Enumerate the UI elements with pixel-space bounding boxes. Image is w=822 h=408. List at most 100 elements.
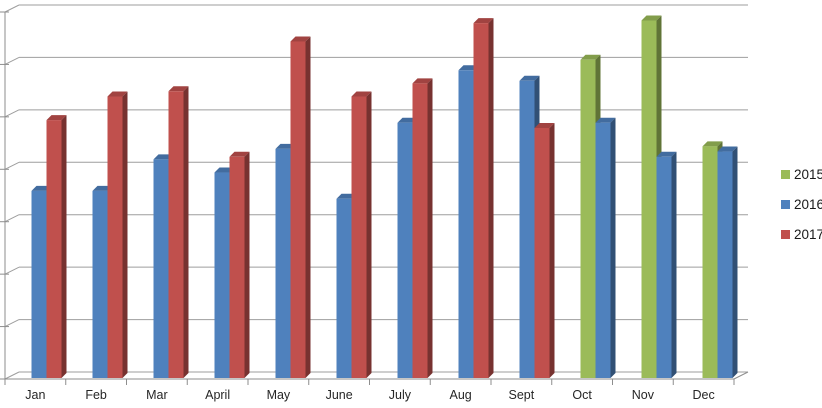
- bar-front-face: [397, 122, 413, 378]
- category-label-dec: Dec: [693, 388, 715, 402]
- bar-side-face: [183, 86, 189, 378]
- bar-front-face: [92, 190, 108, 378]
- bar-front-face: [473, 23, 489, 378]
- bar-front-face: [717, 151, 733, 378]
- bar-2017-April: [229, 151, 250, 378]
- bar-top-face: [519, 75, 540, 81]
- bar-side-face: [549, 122, 555, 378]
- bar-front-face: [656, 156, 672, 378]
- bar-2017-Aug: [473, 18, 494, 378]
- gridline-depth-notch: [4, 266, 20, 275]
- gridlines: [0, 4, 748, 380]
- gridline-depth-notch: [4, 56, 20, 65]
- bar-side-face: [427, 78, 433, 379]
- category-label-nov: Nov: [632, 388, 655, 402]
- gridline-depth-notch: [4, 319, 20, 328]
- gridline-depth-notch: [4, 109, 20, 118]
- legend: 2015 2016 2017: [781, 167, 822, 242]
- category-label-july: July: [389, 388, 412, 402]
- legend-label-2016: 2016: [794, 197, 822, 212]
- bar-2017-May: [290, 36, 311, 378]
- bar-top-face: [595, 117, 616, 123]
- bar-front-face: [519, 80, 535, 379]
- bar-front-face: [580, 59, 596, 379]
- bar-2017-Feb: [107, 91, 128, 378]
- bar-2016-Nov: [656, 151, 677, 378]
- bar-top-face: [46, 115, 67, 121]
- bar-side-face: [61, 115, 67, 378]
- bar-front-face: [458, 70, 474, 379]
- legend-item-2017: 2017: [781, 227, 822, 242]
- bar-front-face: [168, 91, 184, 378]
- bar-top-face: [641, 15, 662, 21]
- bar-front-face: [46, 120, 62, 378]
- bar-front-face: [336, 198, 352, 378]
- category-axis-labels: Jan Feb Mar April May June July Aug Sept Oct Nov De…: [25, 388, 714, 402]
- category-label-may: May: [267, 388, 291, 402]
- legend-item-2016: 2016: [781, 197, 822, 212]
- gridline-depth-notch: [4, 161, 20, 170]
- bar-front-face: [229, 156, 245, 378]
- bar-top-face: [580, 54, 601, 60]
- category-label-jan: Jan: [25, 388, 45, 402]
- legend-label-2015: 2015: [794, 167, 822, 182]
- bar-top-face: [229, 151, 250, 157]
- category-label-oct: Oct: [572, 388, 592, 402]
- bar-front-face: [290, 41, 306, 378]
- bar-front-face: [351, 96, 367, 378]
- bar-front-face: [107, 96, 123, 378]
- bar-2016-Dec: [717, 146, 738, 378]
- bar-front-face: [214, 172, 230, 378]
- bar-side-face: [671, 151, 677, 378]
- bar-top-face: [702, 141, 723, 147]
- bar-top-face: [412, 78, 433, 84]
- bar-side-face: [610, 117, 616, 378]
- bar-front-face: [595, 122, 611, 378]
- bar-top-face: [534, 122, 555, 128]
- chart-floor: [4, 371, 749, 385]
- legend-label-2017: 2017: [794, 227, 822, 242]
- bar-top-face: [351, 91, 372, 97]
- bar-front-face: [534, 127, 550, 378]
- floor-depth-edge: [733, 371, 749, 380]
- bars: [31, 15, 738, 379]
- legend-swatch-2016: [781, 200, 790, 209]
- bar-2017-Jan: [46, 115, 67, 378]
- category-label-sept: Sept: [509, 388, 535, 402]
- bar-top-face: [717, 146, 738, 152]
- bar-side-face: [305, 36, 311, 378]
- bar-2017-Sept: [534, 122, 555, 378]
- bar-top-face: [473, 18, 494, 24]
- bar-side-face: [732, 146, 738, 378]
- bar-side-face: [488, 18, 494, 378]
- legend-item-2015: 2015: [781, 167, 822, 182]
- bar-side-face: [244, 151, 250, 378]
- legend-swatch-2015: [781, 170, 790, 179]
- legend-swatch-2017: [781, 230, 790, 239]
- category-label-june: June: [326, 388, 353, 402]
- bar-front-face: [412, 83, 428, 379]
- bar-side-face: [366, 91, 372, 378]
- bar-front-face: [153, 159, 169, 378]
- gridline-depth-notch: [4, 371, 20, 380]
- bar-2016-Oct: [595, 117, 616, 378]
- bar-top-face: [656, 151, 677, 157]
- bar-front-face: [702, 146, 718, 378]
- gridline-depth-notch: [4, 4, 20, 13]
- bar-2017-June: [351, 91, 372, 378]
- category-label-mar: Mar: [146, 388, 168, 402]
- category-label-aug: Aug: [450, 388, 472, 402]
- gridline-depth-notch: [4, 214, 20, 223]
- category-label-feb: Feb: [85, 388, 107, 402]
- bar-front-face: [641, 20, 657, 378]
- category-label-april: April: [205, 388, 230, 402]
- bar-top-face: [107, 91, 128, 97]
- bar-2017-July: [412, 78, 433, 379]
- bar-top-face: [290, 36, 311, 42]
- bar-top-face: [168, 86, 189, 92]
- bar-2017-Mar: [168, 86, 189, 378]
- bar-front-face: [31, 190, 47, 378]
- bar-side-face: [122, 91, 128, 378]
